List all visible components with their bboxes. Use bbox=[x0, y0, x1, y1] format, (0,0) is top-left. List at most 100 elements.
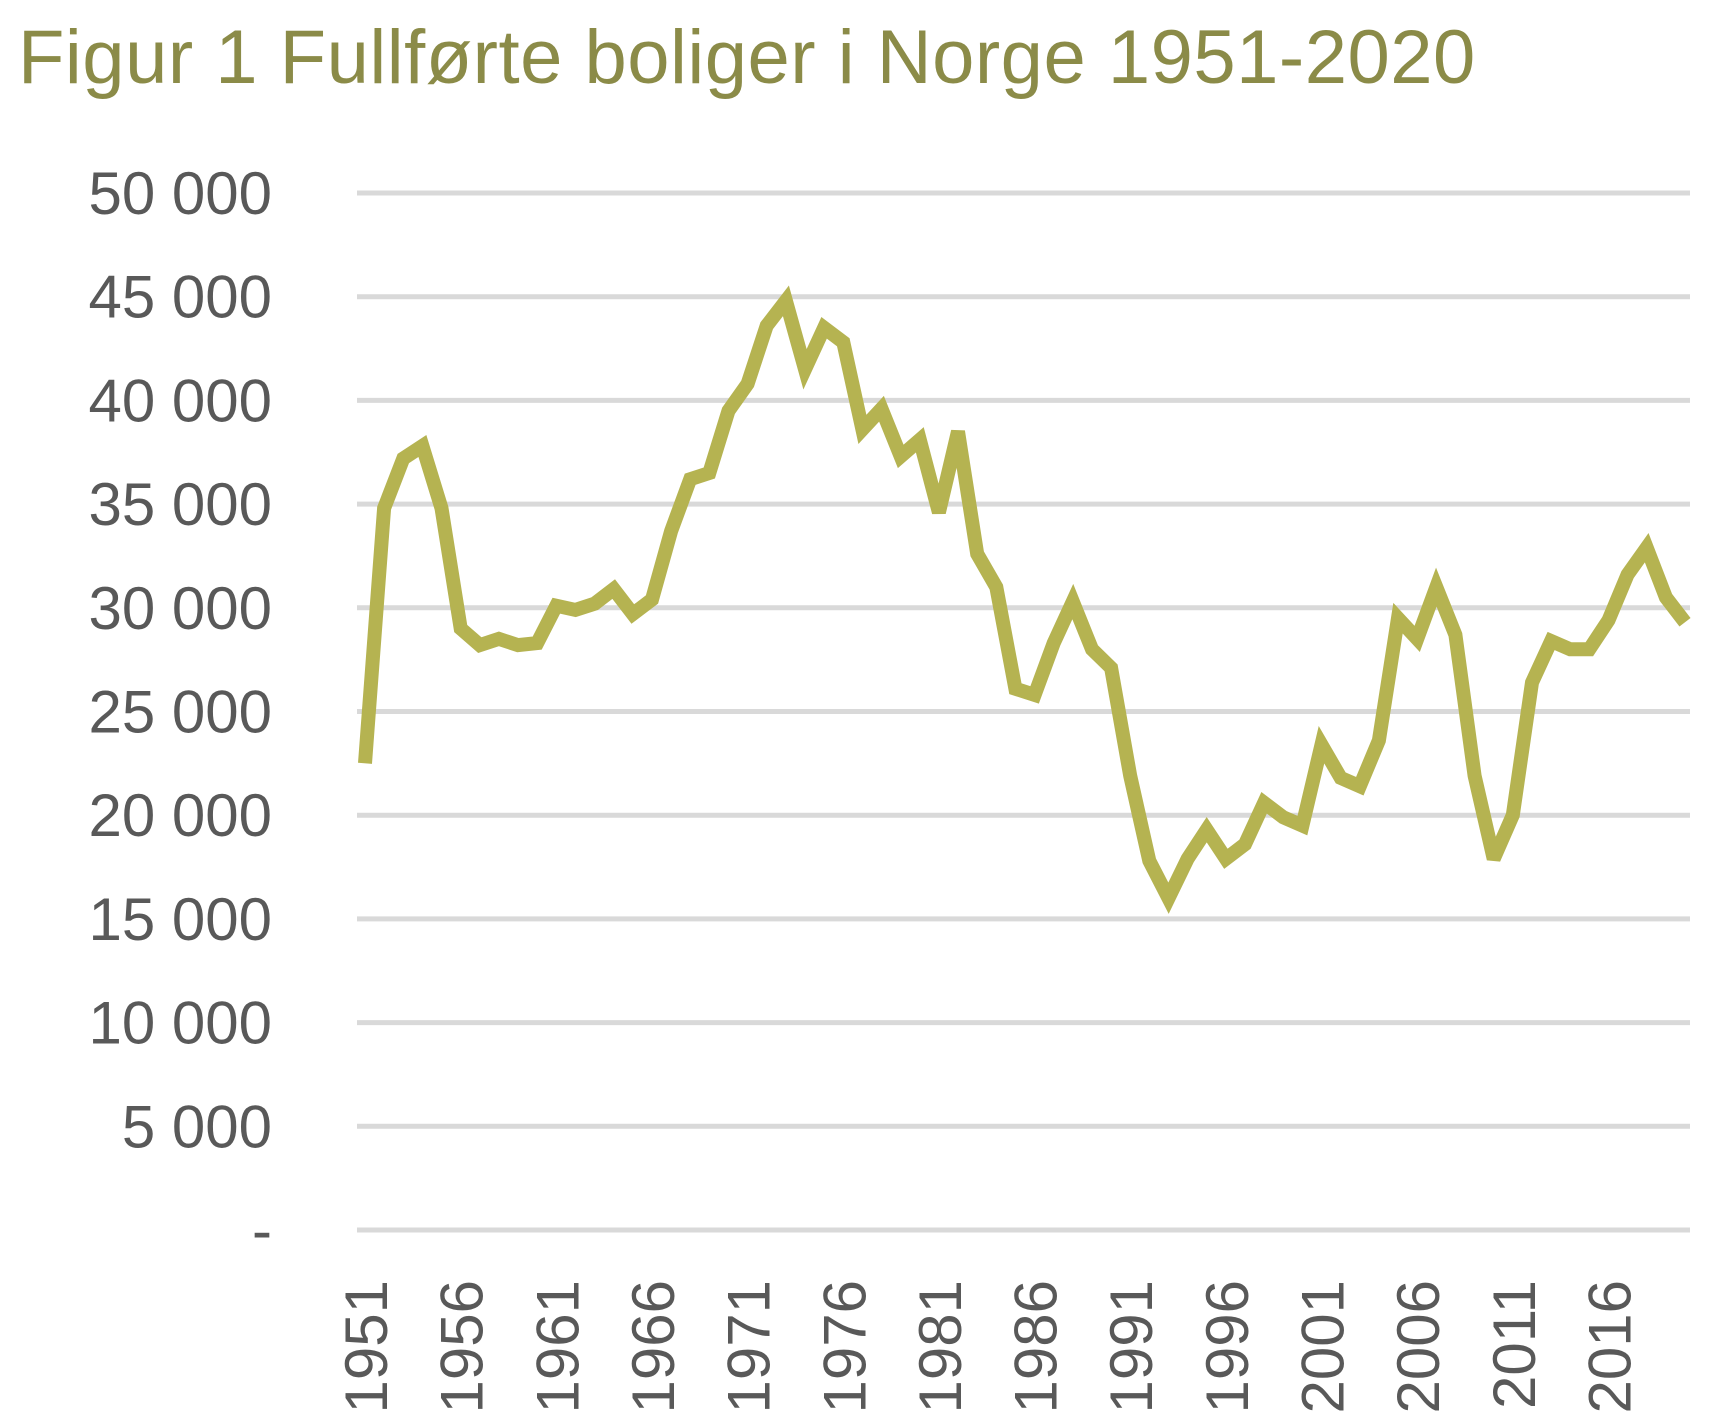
x-tick-label: 1976 bbox=[811, 1280, 878, 1413]
y-tick-label: 25 000 bbox=[88, 679, 272, 746]
data-point bbox=[766, 325, 768, 327]
data-point bbox=[804, 368, 806, 370]
data-point bbox=[1034, 694, 1036, 696]
data-point bbox=[708, 472, 710, 474]
series bbox=[358, 285, 1691, 914]
series-line bbox=[358, 285, 1691, 914]
data-point bbox=[689, 478, 691, 480]
data-point bbox=[1148, 860, 1150, 862]
data-point bbox=[842, 341, 844, 343]
data-point bbox=[594, 603, 596, 605]
data-point bbox=[1014, 688, 1016, 690]
data-point bbox=[536, 642, 538, 644]
data-point bbox=[1435, 586, 1437, 588]
x-tick-label: 2011 bbox=[1481, 1280, 1548, 1409]
y-tick-label: 45 000 bbox=[88, 264, 272, 331]
data-point bbox=[1646, 547, 1648, 549]
y-tick-label: 40 000 bbox=[88, 367, 272, 434]
x-tick-label: 2016 bbox=[1576, 1280, 1643, 1413]
data-point bbox=[919, 439, 921, 441]
data-point bbox=[957, 431, 959, 433]
data-point bbox=[1263, 802, 1265, 804]
data-point bbox=[1187, 858, 1189, 860]
data-point bbox=[651, 599, 653, 601]
data-point bbox=[1301, 825, 1303, 827]
data-point bbox=[976, 553, 978, 555]
data-point bbox=[402, 457, 404, 459]
data-point bbox=[1053, 642, 1055, 644]
data-point bbox=[498, 638, 500, 640]
y-tick-label: 50 000 bbox=[88, 160, 272, 227]
data-point bbox=[1550, 640, 1552, 642]
data-point bbox=[1531, 681, 1533, 683]
data-point bbox=[670, 530, 672, 532]
data-point bbox=[823, 327, 825, 329]
data-point bbox=[517, 644, 519, 646]
y-tick-label: 30 000 bbox=[88, 575, 272, 642]
x-tick-label: 1951 bbox=[333, 1280, 400, 1413]
x-tick-label: 1961 bbox=[524, 1280, 591, 1413]
data-point bbox=[1474, 775, 1476, 777]
data-point bbox=[1282, 816, 1284, 818]
x-tick-label: 1991 bbox=[1098, 1280, 1165, 1413]
data-point bbox=[479, 644, 481, 646]
x-tick-label: 1981 bbox=[907, 1280, 974, 1413]
data-point bbox=[1665, 596, 1667, 598]
y-tick-label: 15 000 bbox=[88, 886, 272, 953]
data-point bbox=[1607, 619, 1609, 621]
data-point bbox=[1627, 574, 1629, 576]
data-point bbox=[1397, 617, 1399, 619]
data-point bbox=[938, 511, 940, 513]
data-point bbox=[364, 762, 366, 764]
x-tick-label: 1986 bbox=[1003, 1280, 1070, 1413]
data-point bbox=[995, 586, 997, 588]
data-point bbox=[1416, 638, 1418, 640]
x-axis-ticks: 1951 1956 1961 1966 1971 1976 1981 1986 1991 1996… bbox=[333, 1280, 1643, 1413]
data-point bbox=[1569, 648, 1571, 650]
data-point bbox=[1110, 667, 1112, 669]
data-point bbox=[1588, 648, 1590, 650]
y-tick-label: 20 000 bbox=[88, 782, 272, 849]
data-point bbox=[1512, 814, 1514, 816]
data-point bbox=[881, 408, 883, 410]
data-point bbox=[555, 605, 557, 607]
data-point bbox=[1321, 744, 1323, 746]
data-point bbox=[1206, 829, 1208, 831]
x-tick-label: 1971 bbox=[716, 1280, 783, 1413]
data-point bbox=[1167, 897, 1169, 899]
data-point bbox=[1340, 777, 1342, 779]
data-point bbox=[1359, 785, 1361, 787]
data-point bbox=[747, 383, 749, 385]
data-point bbox=[1225, 858, 1227, 860]
chart-title: Figur 1 Fullførte boliger i Norge 1951-2… bbox=[18, 15, 1476, 100]
x-tick-label: 2001 bbox=[1290, 1280, 1357, 1413]
y-tick-label: 5 000 bbox=[122, 1093, 272, 1160]
data-point bbox=[574, 609, 576, 611]
y-tick-label: 35 000 bbox=[88, 471, 272, 538]
data-point bbox=[613, 588, 615, 590]
data-point bbox=[1072, 601, 1074, 603]
y-tick-label: 10 000 bbox=[88, 990, 272, 1057]
data-point bbox=[1378, 740, 1380, 742]
data-point bbox=[1244, 843, 1246, 845]
data-point bbox=[727, 410, 729, 412]
data-point bbox=[632, 613, 634, 615]
x-tick-label: 1996 bbox=[1194, 1280, 1261, 1413]
x-tick-label: 1956 bbox=[429, 1280, 496, 1413]
data-point bbox=[1091, 648, 1093, 650]
data-point bbox=[421, 445, 423, 447]
y-axis-ticks: - 5 000 10 000 15 000 20 000 25 000 30 000 35 0… bbox=[88, 160, 272, 1264]
data-point bbox=[1493, 858, 1495, 860]
data-point bbox=[383, 507, 385, 509]
x-tick-label: 2006 bbox=[1385, 1280, 1452, 1413]
data-point bbox=[861, 428, 863, 430]
data-point bbox=[1454, 634, 1456, 636]
y-tick-label: - bbox=[252, 1197, 272, 1264]
data-point bbox=[1129, 775, 1131, 777]
data-point bbox=[441, 507, 443, 509]
x-tick-label: 1966 bbox=[620, 1280, 687, 1413]
gridlines bbox=[357, 190, 1690, 1233]
data-point bbox=[785, 300, 787, 302]
data-point bbox=[460, 628, 462, 630]
